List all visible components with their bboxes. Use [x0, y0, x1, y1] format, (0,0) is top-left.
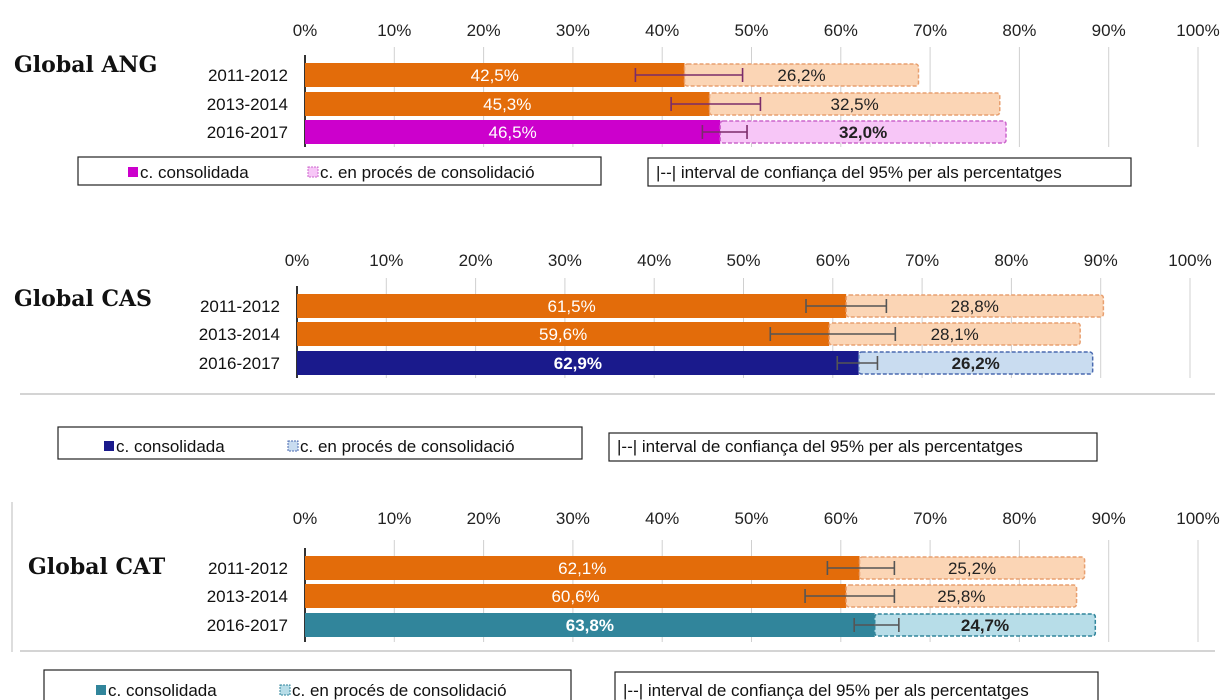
chart-title: Global CAT [28, 554, 166, 580]
ci-legend-label: |--| interval de confiança del 95% per a… [623, 681, 1029, 700]
data-label-in-process: 32,0% [839, 123, 887, 142]
data-label-in-process: 25,8% [937, 587, 985, 606]
x-tick-label: 10% [377, 509, 411, 528]
bar-consolidated [305, 613, 875, 637]
data-label-consolidated: 63,8% [566, 616, 614, 635]
data-label-in-process: 32,5% [831, 95, 879, 114]
legend-label-in-process: c. en procés de consolidació [292, 681, 507, 700]
x-tick-label: 60% [816, 251, 850, 270]
ci-legend-box [614, 671, 1099, 700]
data-label-consolidated: 61,5% [547, 297, 595, 316]
x-tick-label: 0% [293, 509, 318, 528]
x-tick-label: 20% [467, 21, 501, 40]
bar-consolidated [305, 120, 721, 144]
legend-swatch-consolidated [96, 685, 106, 695]
x-tick-label: 90% [1092, 509, 1126, 528]
data-label-consolidated: 62,1% [558, 559, 606, 578]
x-tick-label: 30% [548, 251, 582, 270]
bar-in-process [828, 322, 1081, 346]
data-label-in-process: 26,2% [952, 354, 1000, 373]
ci-legend-box [647, 157, 1132, 187]
legend-label-consolidated: c. consolidada [116, 437, 225, 456]
legend-swatch-consolidated [104, 441, 114, 451]
chart-title: Global CAS [14, 286, 152, 312]
chart-panel-1: 0% 10% 20% 30% 40% 50% 60% 70% 80% 90% 100% Global … [14, 21, 1220, 187]
x-tick-label: 50% [734, 21, 768, 40]
data-label-consolidated: 60,6% [551, 587, 599, 606]
legend-swatch-consolidated [128, 167, 138, 177]
x-tick-label: 50% [726, 251, 760, 270]
bar-consolidated [305, 584, 847, 608]
legend-box [43, 669, 572, 700]
x-tick-label: 10% [369, 251, 403, 270]
chart-panel-3: 0% 10% 20% 30% 40% 50% 60% 70% 80% 90% 100% Global … [20, 509, 1220, 700]
x-tick-label: 70% [913, 509, 947, 528]
legend-box [57, 426, 583, 460]
category-label: 2013-2014 [199, 325, 280, 344]
x-tick-label: 90% [1092, 21, 1126, 40]
bar-consolidated [305, 92, 710, 116]
legend-box [77, 156, 602, 186]
category-label: 2016-2017 [207, 616, 288, 635]
chart-title: Global ANG [14, 52, 157, 78]
x-tick-label: 80% [1002, 21, 1036, 40]
data-label-in-process: 26,2% [777, 66, 825, 85]
x-tick-label: 100% [1176, 21, 1219, 40]
x-tick-label: 40% [637, 251, 671, 270]
category-label: 2011-2012 [208, 559, 288, 578]
category-label: 2016-2017 [199, 354, 280, 373]
legend-label-in-process: c. en procés de consolidació [300, 437, 515, 456]
bar-consolidated [297, 351, 859, 375]
data-label-consolidated: 59,6% [539, 325, 587, 344]
legend-swatch-in-process [307, 166, 319, 178]
legend-label-in-process: c. en procés de consolidació [320, 163, 535, 182]
bar-consolidated [297, 322, 830, 346]
x-tick-label: 20% [467, 509, 501, 528]
category-label: 2013-2014 [207, 587, 288, 606]
category-label: 2016-2017 [207, 123, 288, 142]
x-tick-label: 60% [824, 21, 858, 40]
x-tick-label: 50% [734, 509, 768, 528]
x-tick-label: 90% [1084, 251, 1118, 270]
x-tick-label: 100% [1168, 251, 1211, 270]
ci-legend-box [608, 432, 1098, 462]
x-tick-label: 0% [285, 251, 310, 270]
ci-legend-label: |--| interval de confiança del 95% per a… [656, 163, 1062, 182]
x-tick-label: 10% [377, 21, 411, 40]
legend-label-consolidated: c. consolidada [108, 681, 217, 700]
data-label-in-process: 24,7% [961, 616, 1009, 635]
data-label-in-process: 28,1% [931, 325, 979, 344]
category-label: 2011-2012 [208, 66, 288, 85]
bar-consolidated [305, 63, 685, 87]
x-tick-label: 80% [1002, 509, 1036, 528]
x-tick-label: 100% [1176, 509, 1219, 528]
x-tick-label: 20% [459, 251, 493, 270]
x-tick-label: 60% [824, 509, 858, 528]
x-tick-label: 70% [913, 21, 947, 40]
data-label-consolidated: 62,9% [554, 354, 602, 373]
category-label: 2011-2012 [200, 297, 280, 316]
x-tick-label: 30% [556, 509, 590, 528]
legend-label-consolidated: c. consolidada [140, 163, 249, 182]
legend-swatch-in-process [287, 440, 299, 452]
data-label-in-process: 28,8% [951, 297, 999, 316]
legend-swatch-in-process [279, 684, 291, 696]
data-label-consolidated: 45,3% [483, 95, 531, 114]
ci-legend-label: |--| interval de confiança del 95% per a… [617, 437, 1023, 456]
x-tick-label: 30% [556, 21, 590, 40]
x-tick-label: 80% [994, 251, 1028, 270]
x-tick-label: 40% [645, 509, 679, 528]
bar-consolidated [305, 556, 860, 580]
x-tick-label: 70% [905, 251, 939, 270]
x-tick-label: 40% [645, 21, 679, 40]
data-label-in-process: 25,2% [948, 559, 996, 578]
data-label-consolidated: 42,5% [471, 66, 519, 85]
chart-panel-2: 0% 10% 20% 30% 40% 50% 60% 70% 80% 90% 100% Global … [14, 251, 1215, 462]
category-label: 2013-2014 [207, 95, 288, 114]
bar-consolidated [297, 294, 847, 318]
data-label-consolidated: 46,5% [489, 123, 537, 142]
bar-in-process [873, 613, 1097, 637]
x-tick-label: 0% [293, 21, 318, 40]
